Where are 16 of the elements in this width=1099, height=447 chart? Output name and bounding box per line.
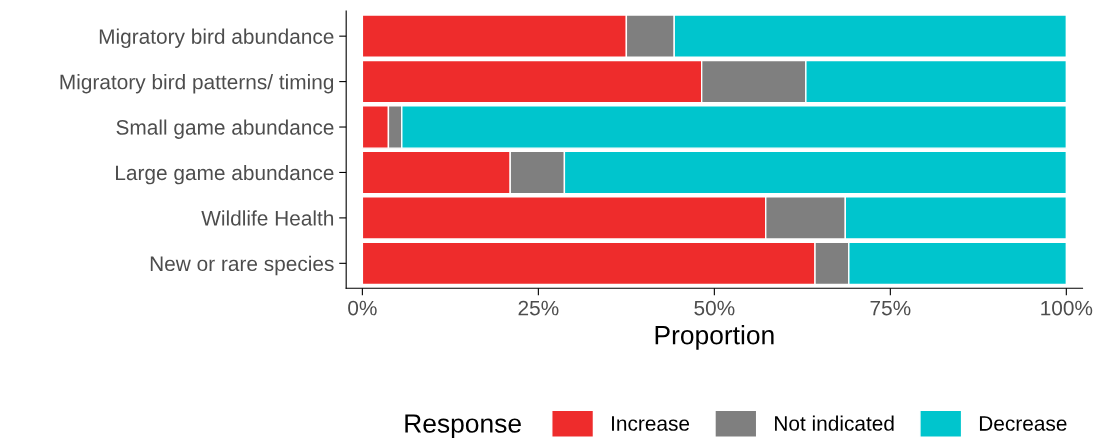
y-tick-label: New or rare species xyxy=(150,255,334,276)
x-tick-label: 0% xyxy=(348,300,377,316)
legend-title: Response xyxy=(405,414,521,439)
legend-label: Decrease xyxy=(979,416,1067,431)
legend-label: Not indicated xyxy=(775,415,894,431)
y-tick-label: Migratory bird patterns/ timing xyxy=(60,74,334,94)
legend-label: Increase xyxy=(612,416,690,431)
x-axis-title: Proportion xyxy=(655,325,774,350)
x-tick-label: 100% xyxy=(1041,300,1093,316)
y-tick-label: Large game abundance xyxy=(116,164,334,185)
x-tick-label: 25% xyxy=(518,300,559,316)
x-tick-label: 75% xyxy=(870,300,911,316)
y-tick-label: Migratory bird abundance xyxy=(99,28,334,49)
x-tick-label: 50% xyxy=(694,300,735,316)
y-tick-label: Small game abundance xyxy=(116,119,334,139)
y-tick-label: Wildlife Health xyxy=(201,210,334,226)
